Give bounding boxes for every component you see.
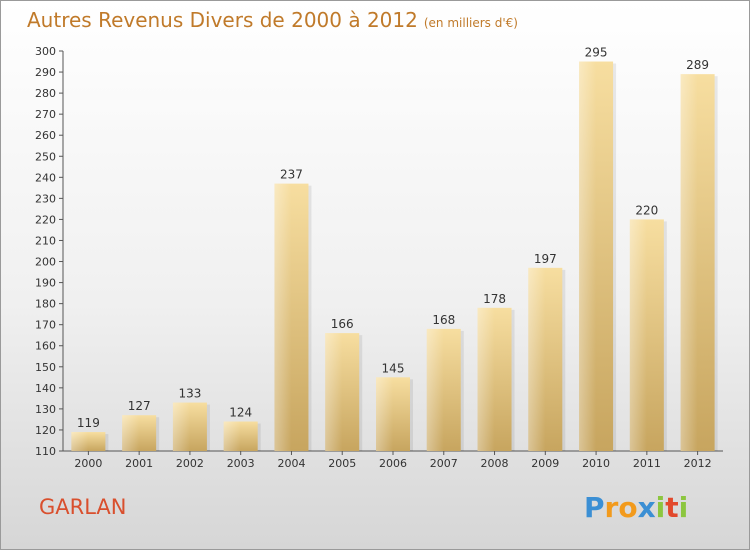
x-tick-label: 2005: [328, 457, 356, 470]
bar-highlight: [172, 402, 190, 451]
y-tick-label: 280: [35, 87, 56, 100]
bar-highlight: [122, 415, 140, 451]
proxiti-logo: Proxiti: [584, 491, 688, 524]
bar-highlight: [223, 421, 241, 451]
y-tick-label: 140: [35, 382, 56, 395]
data-label: 127: [128, 399, 151, 413]
logo-letter: x: [637, 491, 656, 524]
bar-highlight: [426, 328, 444, 451]
data-label: 289: [686, 58, 709, 72]
y-tick-label: 300: [35, 45, 56, 58]
logo-letter: i: [678, 491, 689, 524]
x-tick-label: 2000: [74, 457, 102, 470]
x-tick-label: 2009: [531, 457, 559, 470]
logo-letter: P: [584, 491, 605, 524]
x-tick-label: 2007: [430, 457, 458, 470]
chart-title-unit: (en milliers d'€): [423, 16, 518, 30]
data-labels: 119 127 133 124 237 166 145 168 178 197 295 220 289: [77, 46, 709, 431]
y-tick-label: 240: [35, 171, 56, 184]
x-tick-label: 2011: [633, 457, 661, 470]
data-label: 197: [534, 252, 557, 266]
commune-name: GARLAN: [39, 495, 127, 519]
x-tick-label: 2008: [481, 457, 509, 470]
y-tick-label: 150: [35, 361, 56, 374]
bar-highlight: [680, 74, 698, 451]
y-tick-label: 200: [35, 256, 56, 269]
bar-highlight: [629, 219, 647, 451]
x-tick-label: 2001: [125, 457, 153, 470]
bar-highlight: [579, 61, 597, 452]
data-label: 295: [585, 46, 608, 60]
data-label: 178: [483, 292, 506, 306]
x-tick-label: 2003: [227, 457, 255, 470]
y-tick-label: 250: [35, 150, 56, 163]
chart-title: Autres Revenus Divers de 2000 à 2012 (en …: [27, 8, 518, 32]
x-tick-label: 2012: [684, 457, 712, 470]
bar-highlight: [274, 183, 292, 451]
y-tick-label: 230: [35, 192, 56, 205]
y-tick-label: 260: [35, 129, 56, 142]
axes: 110 120 130 140 150 160 170 180 190 200 210 220 230 2…: [35, 45, 723, 470]
data-label: 168: [432, 313, 455, 327]
x-tick-label: 2004: [277, 457, 305, 470]
data-label: 166: [331, 317, 354, 331]
logo-letter: o: [618, 491, 638, 524]
y-tick-label: 120: [35, 424, 56, 437]
y-tick-label: 270: [35, 108, 56, 121]
x-tick-label: 2010: [582, 457, 610, 470]
logo-letter: i: [655, 491, 666, 524]
bar-highlight: [528, 267, 546, 451]
y-tick-label: 220: [35, 213, 56, 226]
bar-highlight: [477, 307, 495, 451]
bar-highlight: [376, 377, 393, 451]
y-tick-label: 130: [35, 403, 56, 416]
chart-title-main: Autres Revenus Divers de 2000 à 2012: [27, 8, 418, 32]
y-tick-label: 170: [35, 319, 56, 332]
bar-highlight: [325, 333, 343, 451]
data-label: 220: [635, 203, 658, 217]
y-tick-label: 190: [35, 277, 56, 290]
data-label: 237: [280, 168, 303, 182]
data-label: 133: [178, 387, 201, 401]
data-label: 124: [229, 406, 252, 420]
y-tick-label: 110: [35, 445, 56, 458]
x-tick-label: 2002: [176, 457, 204, 470]
y-tick-label: 210: [35, 234, 56, 247]
logo-letter: t: [665, 491, 679, 524]
x-tick-label: 2006: [379, 457, 407, 470]
y-tick-label: 160: [35, 340, 56, 353]
bars: [71, 61, 718, 452]
data-label: 145: [382, 361, 405, 375]
y-tick-label: 180: [35, 298, 56, 311]
logo-letter: r: [604, 491, 619, 524]
data-label: 119: [77, 416, 100, 430]
bar-highlight: [71, 432, 89, 451]
y-tick-label: 290: [35, 66, 56, 79]
